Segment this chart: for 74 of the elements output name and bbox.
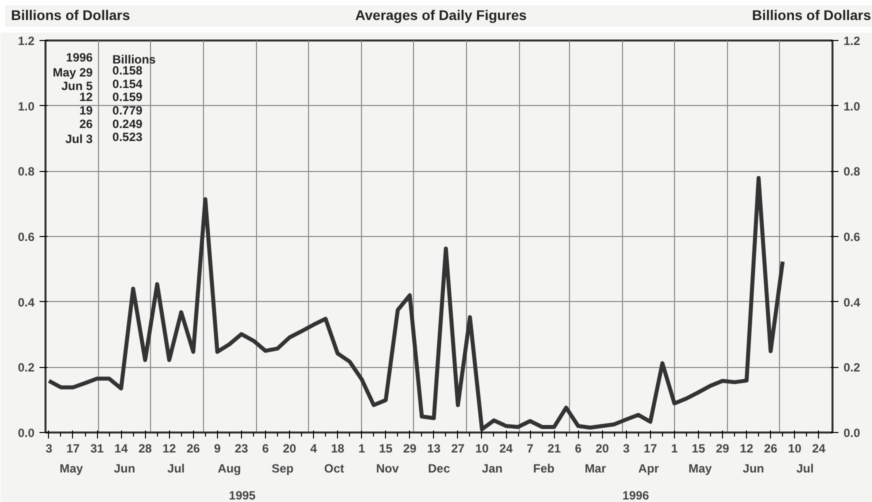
- x-tick-label: 24: [499, 442, 514, 456]
- x2-tick-label: Jan: [482, 462, 503, 476]
- x-tick-label: 17: [66, 442, 80, 456]
- y2-tick-label: 0.0: [844, 426, 861, 440]
- y-tick-label: 0.2: [18, 360, 35, 375]
- x2-tick-label: Dec: [428, 462, 450, 476]
- y2-axis-title: Billions of Dollars: [752, 6, 871, 25]
- x-tick-label: 13: [427, 442, 441, 456]
- x2-tick-label: Aug: [218, 462, 242, 476]
- x-tick-label: 24: [812, 442, 826, 456]
- x2-tick-label: Jul: [796, 462, 814, 476]
- x-tick-label: 12: [162, 442, 176, 456]
- x2-tick-label: Nov: [376, 462, 400, 476]
- x-tick-label: 18: [330, 442, 345, 456]
- y2-tick-label: 1.0: [844, 99, 861, 114]
- x-tick-label: 10: [788, 442, 802, 456]
- text: 19 0.779: [79, 104, 142, 118]
- chart-title: Averages of Daily Figures: [355, 6, 527, 25]
- x-tick-label: 29: [403, 442, 417, 456]
- text: Billions: [112, 52, 156, 66]
- text: 26 0.249: [79, 116, 142, 131]
- x-tick-label: 21: [547, 442, 562, 456]
- x-tick-label: 3: [46, 442, 53, 456]
- x-tick-label: 7: [526, 442, 534, 456]
- y2-tick-label: 1.2: [844, 34, 861, 48]
- x-tick-label: 6: [262, 442, 270, 456]
- x-tick-label: 26: [764, 442, 778, 456]
- x-tick-label: 1: [358, 442, 366, 456]
- x2-tick-label: Jun: [114, 462, 136, 476]
- x2-tick-label: Feb: [533, 462, 554, 476]
- y-tick-label: 0.8: [18, 164, 35, 179]
- x-tick-label: 27: [451, 442, 465, 456]
- y-tick-label: 0.6: [18, 230, 35, 244]
- text: 1995: [228, 488, 256, 502]
- x-tick-label: 6: [574, 442, 582, 456]
- x-tick-label: 26: [186, 442, 200, 456]
- y2-tick-label: 0.8: [844, 164, 861, 179]
- x-tick-label: 20: [282, 442, 297, 456]
- y-tick-label: 1.2: [18, 34, 35, 48]
- x2-tick-label: Mar: [584, 462, 606, 476]
- x-tick-label: 23: [234, 442, 248, 456]
- y-tick-label: 0.0: [18, 426, 35, 440]
- text: 12 0.159: [79, 90, 142, 104]
- x-tick-label: 15: [692, 442, 706, 456]
- x-tick-label: 29: [716, 442, 730, 456]
- x-tick-label: 1: [671, 442, 678, 456]
- y-tick-label: 0.4: [18, 295, 35, 310]
- y-tick-label: 1.0: [18, 99, 35, 114]
- x-tick-label: 20: [596, 442, 610, 456]
- text: 1996: [622, 488, 650, 502]
- y-axis-title: Billions of Dollars: [11, 6, 130, 25]
- x-tick-label: 17: [644, 442, 658, 456]
- x2-tick-label: Oct: [324, 462, 344, 476]
- y2-tick-label: 0.6: [844, 230, 861, 244]
- x-tick-label: 12: [740, 442, 754, 456]
- y2-tick-label: 0.4: [844, 295, 861, 310]
- x-tick-label: 28: [138, 442, 152, 456]
- x-tick-label: 14: [114, 442, 128, 456]
- x2-tick-label: Jun: [742, 462, 764, 476]
- x2-tick-label: Jul: [167, 462, 185, 476]
- x-tick-label: 31: [90, 442, 104, 456]
- annotation: 1996: [66, 50, 94, 64]
- x-tick-label: 9: [214, 442, 221, 456]
- x2-tick-label: Apr: [638, 462, 660, 476]
- x2-tick-label: May: [688, 462, 712, 476]
- x-tick-label: 10: [475, 442, 489, 456]
- y2-tick-label: 0.2: [844, 360, 861, 375]
- x-tick-label: 3: [622, 442, 630, 456]
- text: May 29 0.158: [52, 64, 142, 80]
- x2-tick-label: Sep: [272, 462, 294, 476]
- x2-tick-label: May: [60, 462, 84, 476]
- text: Jul 3 0.523: [65, 130, 142, 146]
- x-tick-label: 4: [310, 442, 318, 456]
- x-tick-label: 15: [379, 442, 393, 456]
